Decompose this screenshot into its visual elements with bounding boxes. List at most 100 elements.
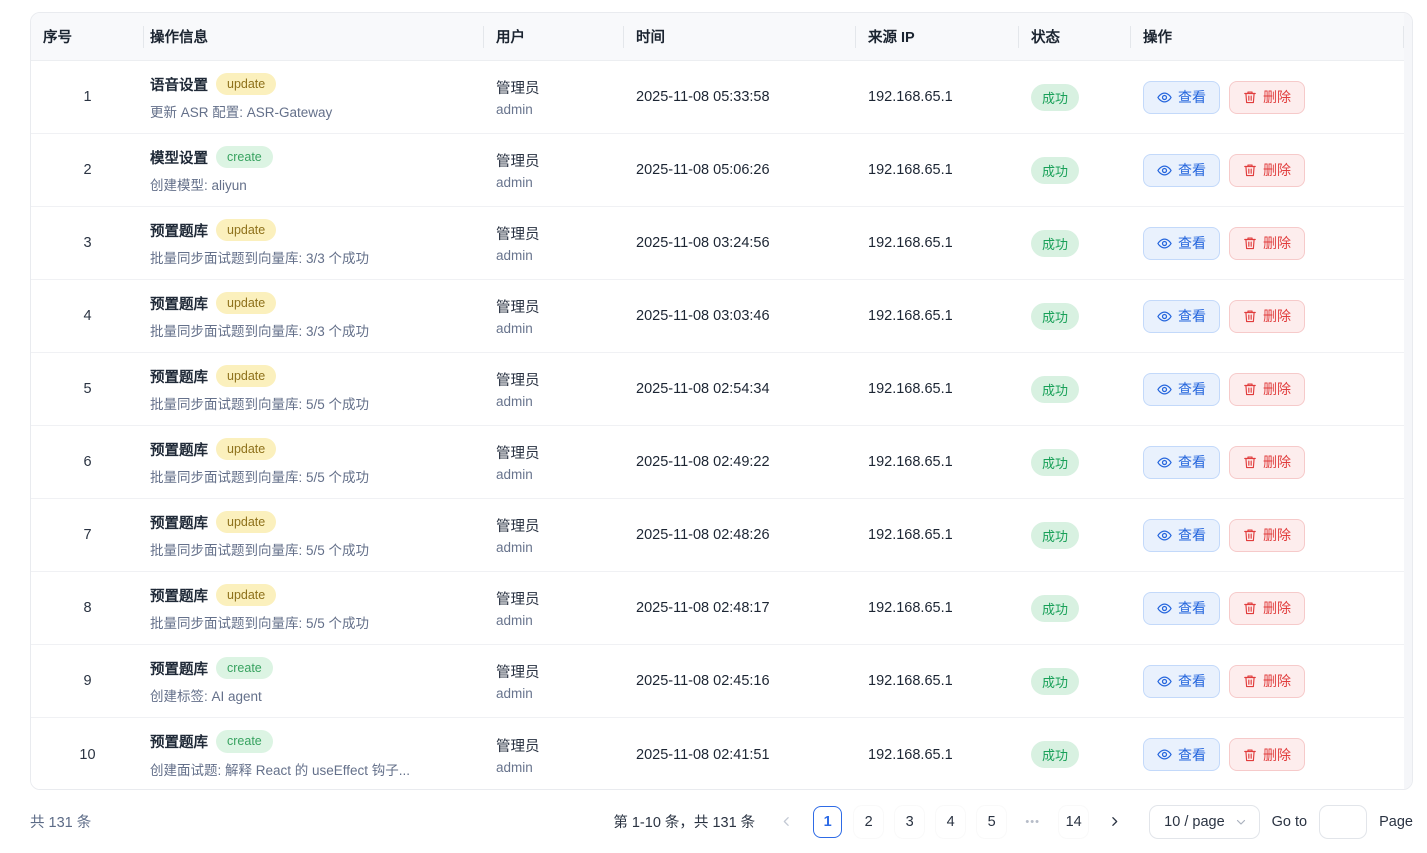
table-row: 9 预置题库 create 创建标签: AI agent 管理员 admin 2… [31, 645, 1404, 718]
delete-button[interactable]: 删除 [1229, 445, 1305, 479]
source-ip: 192.168.65.1 [868, 600, 953, 616]
user-name: 管理员 [496, 738, 540, 755]
operation-description: 创建面试题: 解释 React 的 useEffect 钩子... [150, 762, 411, 778]
page-size-value: 10 / page [1164, 813, 1225, 830]
operation-module: 预置题库 [150, 442, 208, 459]
table-row: 7 预置题库 update 批量同步面试题到向量库: 5/5 个成功 管理员 a… [31, 499, 1404, 572]
column-header-user: 用户 [484, 13, 624, 60]
chevron-left-icon [780, 815, 793, 828]
delete-button[interactable]: 删除 [1229, 299, 1305, 333]
user-name: 管理员 [496, 300, 540, 316]
view-button[interactable]: 查看 [1143, 80, 1220, 114]
chevron-right-icon [1108, 815, 1121, 828]
delete-button[interactable]: 删除 [1229, 226, 1305, 260]
timestamp: 2025-11-08 05:06:26 [636, 162, 770, 178]
operation-description: 批量同步面试题到向量库: 3/3 个成功 [150, 251, 370, 267]
eye-icon [1157, 309, 1172, 324]
operation-module: 预置题库 [150, 515, 208, 532]
goto-page-input[interactable] [1319, 804, 1368, 839]
status-badge: 成功 [1031, 741, 1080, 768]
eye-icon [1157, 382, 1172, 397]
action-type-badge: update [216, 364, 277, 388]
view-button-label: 查看 [1178, 527, 1206, 543]
view-button[interactable]: 查看 [1143, 299, 1220, 333]
view-button[interactable]: 查看 [1143, 153, 1220, 187]
row-index: 10 [79, 746, 96, 763]
pagination-page-4[interactable]: 4 [936, 805, 966, 838]
delete-button[interactable]: 删除 [1229, 372, 1305, 406]
pagination-next-button[interactable] [1100, 805, 1130, 838]
pagination-ellipsis[interactable]: ••• [1018, 805, 1048, 838]
view-button[interactable]: 查看 [1143, 372, 1220, 406]
source-ip: 192.168.65.1 [868, 673, 953, 689]
pagination-page-2[interactable]: 2 [854, 805, 884, 838]
source-ip: 192.168.65.1 [868, 308, 953, 324]
trash-icon [1243, 236, 1257, 250]
delete-button-label: 删除 [1263, 527, 1291, 543]
operation-log-table-card: 序号 操作信息 用户 时间 来源 IP 状态 操作 1 语音设置 update … [30, 12, 1413, 790]
view-button[interactable]: 查看 [1143, 664, 1220, 698]
status-badge: 成功 [1031, 229, 1080, 257]
eye-icon [1157, 747, 1172, 762]
table-scrollbar[interactable] [1404, 13, 1412, 789]
action-type-badge: update [216, 291, 277, 315]
view-button[interactable]: 查看 [1143, 226, 1220, 260]
status-badge: 成功 [1031, 375, 1080, 403]
user-account: admin [496, 467, 533, 482]
operation-description: 批量同步面试题到向量库: 5/5 个成功 [150, 470, 370, 486]
timestamp: 2025-11-08 02:48:17 [636, 600, 770, 616]
eye-icon [1157, 455, 1172, 470]
delete-button[interactable]: 删除 [1229, 664, 1305, 698]
timestamp: 2025-11-08 02:41:51 [636, 746, 770, 763]
trash-icon [1243, 674, 1257, 688]
trash-icon [1243, 163, 1257, 177]
pagination-prev-button[interactable] [772, 805, 802, 838]
operation-description: 批量同步面试题到向量库: 3/3 个成功 [150, 324, 370, 340]
delete-button[interactable]: 删除 [1229, 738, 1305, 771]
user-name: 管理员 [496, 665, 540, 681]
delete-button-label: 删除 [1263, 454, 1291, 470]
trash-icon [1243, 601, 1257, 615]
status-badge: 成功 [1031, 667, 1080, 695]
eye-icon [1157, 528, 1172, 543]
pagination-page-14[interactable]: 14 [1059, 805, 1089, 838]
action-type-badge: update [216, 583, 277, 607]
range-text: 第 1-10 条，共 131 条 [613, 815, 756, 831]
column-header-info: 操作信息 [144, 13, 484, 60]
delete-button-label: 删除 [1263, 162, 1291, 178]
row-index: 1 [83, 89, 92, 105]
user-account: admin [496, 321, 533, 336]
view-button[interactable]: 查看 [1143, 591, 1220, 625]
timestamp: 2025-11-08 02:49:22 [636, 454, 770, 470]
row-index: 6 [83, 454, 92, 470]
column-header-index: 序号 [31, 13, 144, 60]
delete-button[interactable]: 删除 [1229, 591, 1305, 625]
action-type-badge: update [216, 72, 277, 96]
pagination-page-1[interactable]: 1 [813, 805, 843, 838]
user-name: 管理员 [496, 81, 540, 97]
pagination-page-3[interactable]: 3 [895, 805, 925, 838]
view-button[interactable]: 查看 [1143, 738, 1220, 771]
page-size-select[interactable]: 10 / page [1149, 804, 1260, 839]
eye-icon [1157, 674, 1172, 689]
source-ip: 192.168.65.1 [868, 454, 953, 470]
table-row: 10 预置题库 create 创建面试题: 解释 React 的 useEffe… [31, 718, 1404, 789]
user-account: admin [496, 540, 533, 555]
delete-button[interactable]: 删除 [1229, 518, 1305, 552]
view-button[interactable]: 查看 [1143, 518, 1220, 552]
delete-button-label: 删除 [1263, 381, 1291, 397]
delete-button[interactable]: 删除 [1229, 80, 1305, 114]
column-header-actions: 操作 [1131, 13, 1404, 60]
pagination-page-5[interactable]: 5 [977, 805, 1007, 838]
column-header-status: 状态 [1019, 13, 1131, 60]
view-button-label: 查看 [1178, 454, 1206, 470]
view-button[interactable]: 查看 [1143, 445, 1220, 479]
delete-button-label: 删除 [1263, 600, 1291, 616]
source-ip: 192.168.65.1 [868, 89, 953, 105]
timestamp: 2025-11-08 05:33:58 [636, 89, 770, 105]
user-account: admin [496, 102, 533, 117]
delete-button[interactable]: 删除 [1229, 153, 1305, 187]
status-badge: 成功 [1031, 156, 1080, 184]
status-badge: 成功 [1031, 302, 1080, 330]
row-index: 8 [83, 600, 92, 616]
